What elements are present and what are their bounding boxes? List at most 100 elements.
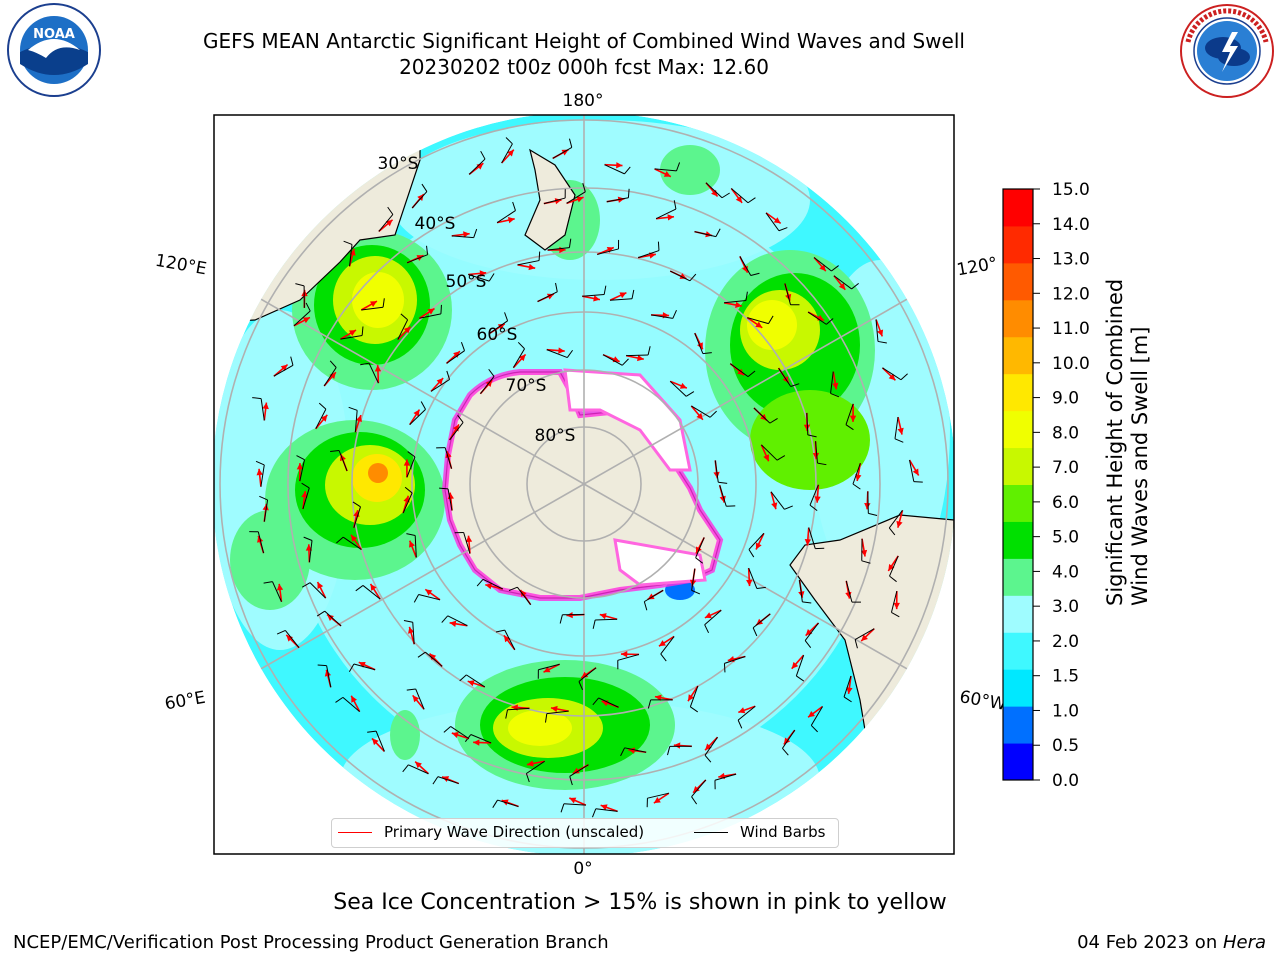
colorbar-segment xyxy=(1003,189,1033,227)
wave-direction-arrow xyxy=(412,694,425,710)
wind-barb xyxy=(724,291,748,304)
wind-barb xyxy=(867,491,878,516)
wind-barb xyxy=(770,491,793,510)
wind-barb xyxy=(843,675,852,703)
wave-direction-arrow xyxy=(293,316,311,327)
colorbar-segment xyxy=(1003,706,1033,744)
wind-barb xyxy=(810,706,823,733)
wave-direction-arrow xyxy=(512,353,527,369)
wind-barb xyxy=(617,653,640,670)
colorbar-tick-label: 3.0 xyxy=(1052,597,1079,617)
lat-label-70s: 70°S xyxy=(506,376,547,396)
date-text: 04 Feb 2023 on xyxy=(1077,932,1223,953)
wind-barb xyxy=(765,212,788,232)
wind-barb xyxy=(315,402,327,429)
colorbar-label-line2: Wind Waves and Swell [m] xyxy=(1128,326,1152,606)
wind-barb xyxy=(323,360,337,387)
wind-barb xyxy=(830,371,840,398)
wind-barb xyxy=(336,536,362,551)
wind-barb xyxy=(411,183,428,209)
wind-barb xyxy=(263,581,282,602)
wind-barb xyxy=(468,273,495,282)
legend-swatch-wave xyxy=(338,831,372,833)
wind-barb xyxy=(669,380,695,397)
wind-barb xyxy=(259,495,269,522)
wind-barb xyxy=(689,685,699,713)
colorbar-segment xyxy=(1003,225,1033,264)
lon-label-180: 180° xyxy=(563,91,604,111)
wave-direction-arrow xyxy=(296,463,304,482)
lon-label-60e: 60°E xyxy=(163,688,207,715)
wind-barb xyxy=(559,614,585,624)
wind-barb xyxy=(795,655,805,682)
wave-direction-arrow xyxy=(738,705,756,714)
wind-barb xyxy=(566,183,586,204)
colorbar-tick-label: 10.0 xyxy=(1052,354,1090,374)
wind-barb xyxy=(815,441,827,466)
map-legend: Primary Wave Direction (unscaled) Wind B… xyxy=(331,818,839,848)
wind-barb xyxy=(492,799,519,808)
wind-barb xyxy=(537,282,558,303)
wave-direction-arrow xyxy=(846,675,853,694)
colorbar-segment xyxy=(1003,484,1033,522)
wave-direction-arrow xyxy=(350,534,363,551)
colorbar-tick-label: 2.0 xyxy=(1052,632,1079,652)
wave-direction-arrow xyxy=(704,609,722,619)
colorbar-tick-label: 9.0 xyxy=(1052,389,1079,409)
wind-barb xyxy=(468,150,486,175)
wind-barb xyxy=(476,578,504,590)
wind-barb xyxy=(352,501,361,528)
nws-logo xyxy=(1180,4,1274,98)
wave-direction-arrow xyxy=(690,405,704,421)
wind-barb xyxy=(604,164,631,175)
wind-barb xyxy=(273,356,294,377)
wave-direction-arrow xyxy=(832,371,839,390)
wind-barb xyxy=(592,618,618,629)
wave-direction-arrow xyxy=(599,613,618,621)
wind-barb xyxy=(512,341,525,368)
wave-direction-arrow xyxy=(654,694,673,701)
wind-barb xyxy=(654,162,681,172)
colorbar-tick-label: 15.0 xyxy=(1052,180,1090,200)
colorbar-tick-label: 7.0 xyxy=(1052,458,1079,478)
wind-barb xyxy=(606,188,630,203)
wave-direction-arrow xyxy=(723,301,742,309)
wave-direction-arrow xyxy=(315,414,328,430)
wind-barb xyxy=(808,527,825,550)
wind-barb xyxy=(804,622,819,648)
wind-barb xyxy=(637,241,660,259)
wave-direction-arrow xyxy=(546,347,565,354)
wave-direction-arrow xyxy=(409,409,421,426)
wind-barb xyxy=(723,655,746,673)
colorbar-segment xyxy=(1003,336,1033,375)
wave-direction-arrow xyxy=(893,591,900,610)
colorbar-segment xyxy=(1003,521,1033,559)
wave-direction-arrow xyxy=(496,217,515,224)
wave-direction-arrow xyxy=(653,792,670,804)
wind-barb xyxy=(378,206,394,232)
legend-item-wave: Primary Wave Direction (unscaled) xyxy=(338,823,644,841)
wave-direction-arrow xyxy=(397,326,412,341)
machine-name: Hera xyxy=(1222,932,1266,953)
credit-line: NCEP/EMC/Verification Post Processing Pr… xyxy=(13,932,609,953)
wave-direction-arrow xyxy=(654,168,672,178)
wind-barb xyxy=(809,484,819,511)
wave-direction-arrow xyxy=(887,555,899,572)
wind-barb xyxy=(889,555,899,583)
wave-direction-arrow xyxy=(833,275,846,291)
wave-direction-arrow xyxy=(465,535,473,554)
wave-direction-arrow xyxy=(804,527,812,546)
wave-direction-arrow xyxy=(568,797,587,806)
wind-barb xyxy=(546,349,574,359)
wind-barb xyxy=(569,764,589,786)
wind-barb xyxy=(704,609,722,634)
wave-direction-arrow xyxy=(467,680,486,688)
colorbar-segment xyxy=(1003,669,1033,707)
colorbar-segment xyxy=(1003,743,1033,781)
sea-ice-weddell xyxy=(613,538,707,587)
lat-label-50s: 50°S xyxy=(446,272,487,292)
wind-barb xyxy=(888,510,903,536)
wave-direction-arrow xyxy=(755,532,765,550)
colorbar-segment xyxy=(1003,632,1033,670)
